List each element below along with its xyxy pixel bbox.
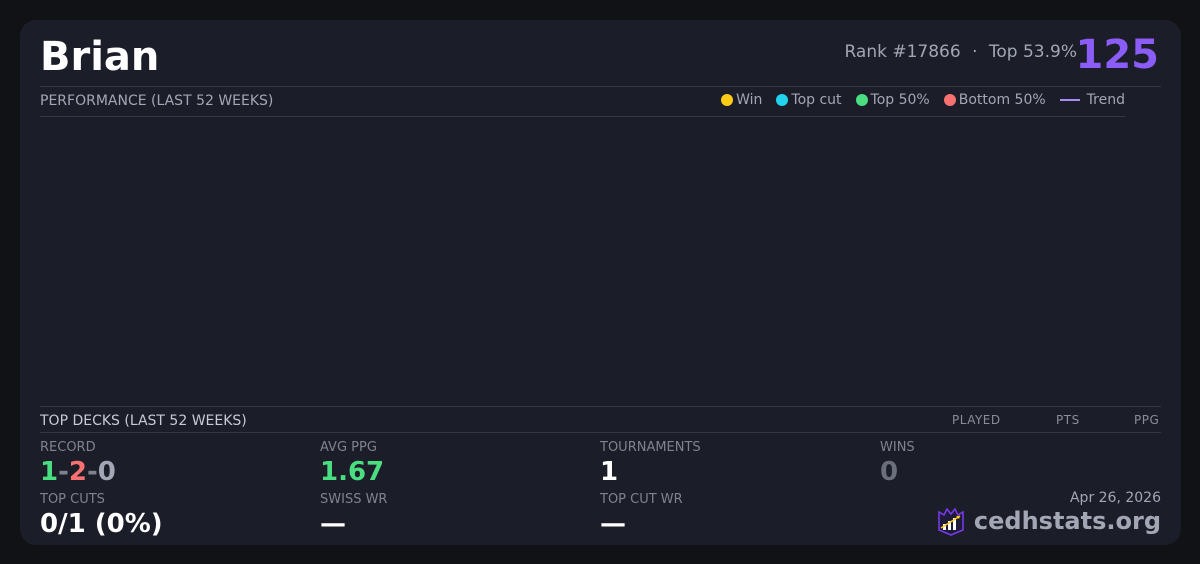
player-card: Brian Rank #17866 · Top 53.9% 125 PERFOR… bbox=[20, 20, 1181, 545]
bottom-50-dot-icon bbox=[943, 94, 956, 106]
avg-ppg-label: AVG PPG bbox=[320, 440, 377, 455]
legend-top-cut: Top cut bbox=[776, 92, 842, 108]
wins-value: 0 bbox=[880, 457, 899, 487]
tournaments-value: 1 bbox=[600, 457, 619, 487]
player-name: Brian bbox=[40, 34, 160, 80]
record-label: RECORD bbox=[40, 440, 96, 455]
swiss-wr-label: SWISS WR bbox=[320, 492, 388, 507]
date: Apr 26, 2026 bbox=[1069, 490, 1161, 506]
top-cut-dot-icon bbox=[776, 94, 789, 106]
top-decks-title: TOP DECKS (LAST 52 WEEKS) bbox=[40, 413, 247, 429]
legend-bottom-50: Bottom 50% bbox=[943, 92, 1046, 108]
divider bbox=[40, 432, 1161, 433]
col-ppg: PPG bbox=[1134, 413, 1160, 427]
separator: · bbox=[972, 42, 978, 62]
col-played: PLAYED bbox=[952, 413, 1001, 427]
score: 125 bbox=[1075, 32, 1160, 78]
divider bbox=[40, 86, 1161, 87]
top-cut-wr-value: — bbox=[600, 509, 626, 539]
trend-line-icon bbox=[1059, 99, 1080, 101]
brand: cedhstats.org bbox=[936, 506, 1161, 536]
top-cut-wr-label: TOP CUT WR bbox=[600, 492, 683, 507]
legend-win: Win bbox=[721, 92, 762, 108]
top-cuts-value: 0/1 (0%) bbox=[40, 509, 163, 539]
divider bbox=[40, 116, 1125, 117]
legend-top-50: Top 50% bbox=[855, 92, 930, 108]
rank-info: Rank #17866 · Top 53.9% bbox=[844, 42, 1077, 62]
divider bbox=[40, 406, 1161, 407]
tournaments-label: TOURNAMENTS bbox=[600, 440, 701, 455]
top-50-dot-icon bbox=[855, 94, 868, 106]
win-dot-icon bbox=[721, 94, 734, 106]
performance-chart bbox=[40, 117, 1125, 405]
avg-ppg-value: 1.67 bbox=[320, 457, 385, 487]
performance-title: PERFORMANCE (LAST 52 WEEKS) bbox=[40, 93, 274, 109]
wins-label: WINS bbox=[880, 440, 915, 455]
col-pts: PTS bbox=[1056, 413, 1080, 427]
chart-legend: Win Top cut Top 50% Bottom 50% Trend bbox=[721, 92, 1125, 108]
swiss-wr-value: — bbox=[320, 509, 346, 539]
top-percent: Top 53.9% bbox=[988, 42, 1077, 62]
top-cuts-label: TOP CUTS bbox=[40, 492, 105, 507]
rank: Rank #17866 bbox=[844, 42, 961, 62]
legend-trend: Trend bbox=[1059, 92, 1125, 108]
cedhstats-logo-icon bbox=[938, 507, 964, 536]
record-value: 1-2-0 bbox=[40, 457, 116, 487]
